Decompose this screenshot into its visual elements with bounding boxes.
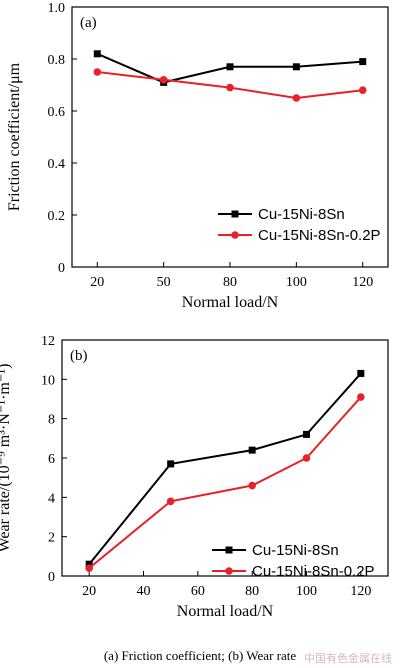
data-point-circle: [292, 94, 301, 102]
data-point-circle: [358, 86, 367, 94]
x-tick-label: 120: [352, 275, 373, 290]
legend-label: Cu-15Ni-8Sn-0.2P: [252, 563, 375, 580]
y-tick-label: 0.4: [48, 157, 66, 172]
data-point-square: [303, 430, 310, 438]
x-axis-label: Normal load/N: [177, 603, 274, 620]
x-tick-label: 120: [350, 584, 371, 599]
legend-label: Cu-15Ni-8Sn: [252, 542, 339, 559]
y-tick-label: 0: [58, 261, 65, 276]
data-point-square: [93, 50, 101, 58]
data-point-circle: [357, 393, 365, 401]
watermark-text: 中国有色金属在线: [304, 652, 392, 665]
x-tick-label: 40: [137, 584, 151, 599]
data-point-circle: [93, 68, 102, 76]
panel-label: (b): [70, 348, 88, 364]
y-tick-label: 10: [41, 373, 55, 388]
x-tick-label: 20: [82, 584, 96, 599]
legend-marker-square: [231, 210, 239, 218]
y-tick-label: 2: [48, 531, 55, 546]
data-point-square: [167, 460, 175, 468]
x-tick-label: 100: [296, 584, 317, 599]
figure-caption: (a) Friction coefficient; (b) Wear rate: [103, 648, 297, 663]
x-tick-label: 60: [191, 584, 205, 599]
y-tick-label: 0.2: [48, 209, 66, 224]
y-tick-label: 12: [41, 334, 55, 349]
x-tick-label: 100: [286, 275, 307, 290]
y-axis-label: Wear rate/(10⁻⁹ m³·N⁻¹·m⁻¹): [0, 364, 13, 553]
x-tick-label: 50: [157, 275, 171, 290]
chart-panel-b: 0 2 4 6 8 10 12 20 40 60 80 100 120 Normal load/N Wear…: [0, 334, 389, 620]
data-point-circle: [226, 83, 234, 92]
y-axis-label: Friction coefficient/μm: [6, 62, 23, 211]
data-point-square: [359, 58, 367, 66]
y-tick-label: 0.6: [48, 105, 66, 120]
data-point-square: [292, 63, 300, 71]
y-tick-label: 8: [48, 413, 55, 428]
x-tick-label: 80: [245, 584, 259, 599]
panel-label: (a): [80, 15, 97, 31]
y-tick-label: 1.0: [48, 1, 66, 16]
x-tick-label: 80: [223, 275, 237, 290]
data-point-square: [226, 63, 234, 71]
y-tick-label: 6: [48, 452, 55, 467]
data-point-circle: [302, 454, 311, 462]
legend-marker-square: [225, 546, 233, 554]
chart-panel-a: 0 0.2 0.4 0.6 0.8 1.0 20 50 80 100 120 Normal load/…: [6, 1, 389, 311]
legend-label: Cu-15Ni-8Sn-0.2P: [258, 227, 381, 244]
x-tick-label: 20: [90, 275, 104, 290]
data-point-circle: [248, 481, 256, 490]
x-axis-label: Normal load/N: [182, 294, 279, 311]
data-point-circle: [85, 564, 93, 572]
legend-label: Cu-15Ni-8Sn: [258, 206, 345, 223]
y-tick-label: 4: [48, 491, 55, 506]
legend-marker-circle: [231, 231, 239, 239]
y-tick-label: 0.8: [48, 53, 66, 68]
data-point-circle: [159, 76, 168, 84]
data-point-circle: [166, 497, 175, 506]
data-point-square: [357, 369, 365, 377]
data-point-square: [85, 560, 93, 568]
data-point-square: [248, 446, 256, 454]
y-tick-label: 0: [48, 570, 55, 585]
legend-marker-circle: [225, 567, 233, 575]
plot-frame: [61, 339, 389, 577]
